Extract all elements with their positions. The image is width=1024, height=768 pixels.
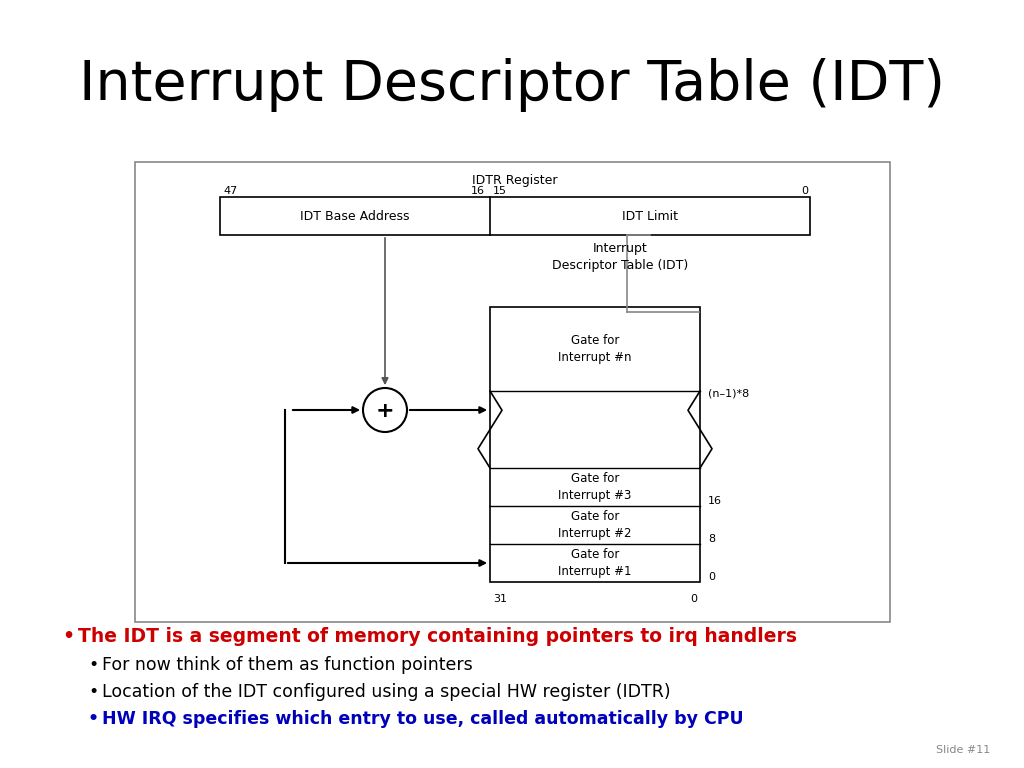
Text: Gate for
Interrupt #2: Gate for Interrupt #2 [558, 510, 632, 540]
Text: 47: 47 [223, 186, 238, 196]
Text: 0: 0 [690, 594, 697, 604]
Text: HW IRQ specifies which entry to use, called automatically by CPU: HW IRQ specifies which entry to use, cal… [102, 710, 743, 728]
Text: •: • [88, 656, 98, 674]
Text: 0: 0 [708, 572, 715, 582]
Text: IDT Base Address: IDT Base Address [300, 210, 410, 223]
Text: 8: 8 [708, 534, 715, 544]
Bar [220, 197, 810, 235]
Text: Gate for
Interrupt #3: Gate for Interrupt #3 [558, 472, 632, 502]
Text: Slide #11: Slide #11 [936, 745, 990, 755]
Text: The IDT is a segment of memory containing pointers to irq handlers: The IDT is a segment of memory containin… [78, 627, 797, 647]
Text: Interrupt
Descriptor Table (IDT): Interrupt Descriptor Table (IDT) [552, 242, 688, 272]
Text: (n–1)*8: (n–1)*8 [708, 388, 750, 398]
Text: 15: 15 [493, 186, 507, 196]
Text: For now think of them as function pointers: For now think of them as function pointe… [102, 656, 473, 674]
Text: •: • [88, 683, 98, 701]
Text: 0: 0 [801, 186, 808, 196]
Bar [490, 307, 700, 582]
Text: Interrupt Descriptor Table (IDT): Interrupt Descriptor Table (IDT) [79, 58, 945, 112]
Text: IDTR Register: IDTR Register [472, 174, 558, 187]
Text: 31: 31 [493, 594, 507, 604]
Text: 16: 16 [471, 186, 485, 196]
Text: •: • [62, 627, 74, 647]
Text: Location of the IDT configured using a special HW register (IDTR): Location of the IDT configured using a s… [102, 683, 671, 701]
Text: •: • [88, 710, 99, 728]
Circle shape [362, 388, 407, 432]
Text: Gate for
Interrupt #1: Gate for Interrupt #1 [558, 548, 632, 578]
Text: +: + [376, 401, 394, 421]
Text: IDT Limit: IDT Limit [622, 210, 678, 223]
Text: 16: 16 [708, 496, 722, 506]
Text: Gate for
Interrupt #n: Gate for Interrupt #n [558, 334, 632, 364]
Bar [135, 162, 890, 622]
